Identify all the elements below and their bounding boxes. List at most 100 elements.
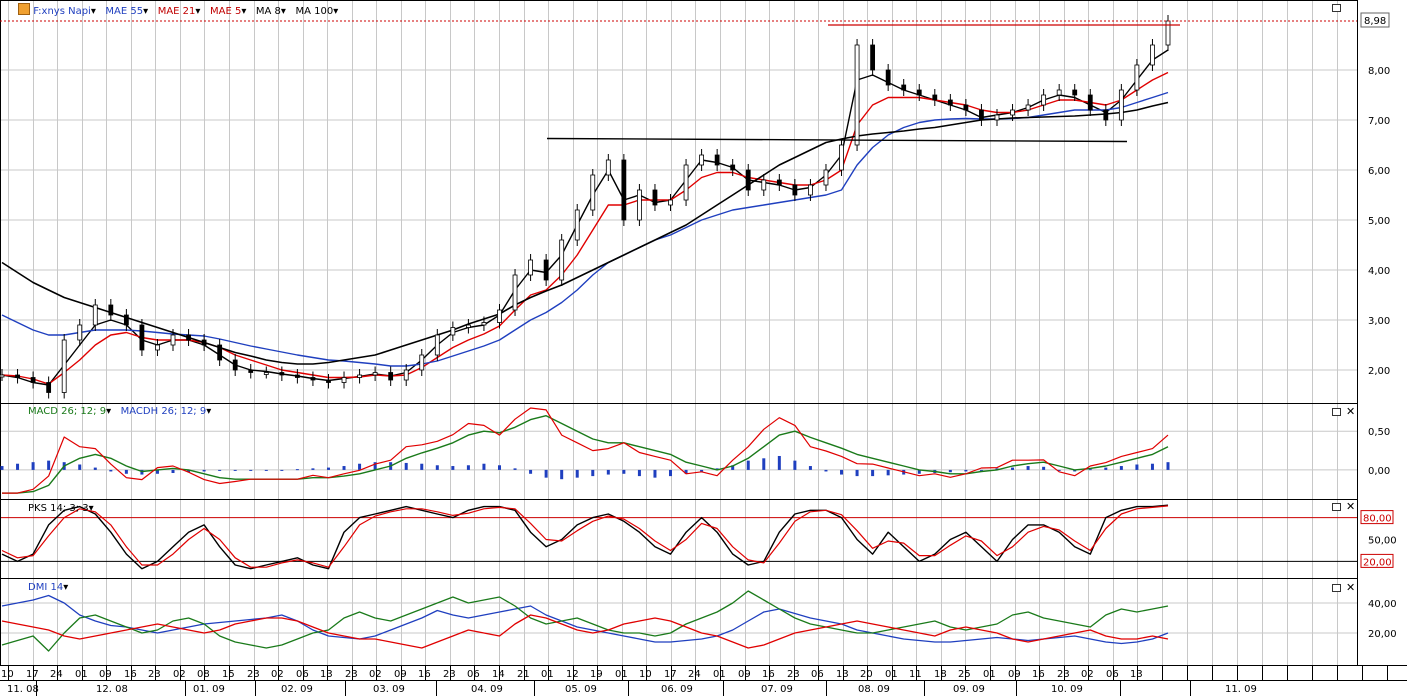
macdh-bar (1088, 469, 1092, 471)
x-month-label: 03. 09 (373, 684, 405, 695)
candle-body (1041, 94, 1047, 106)
macdh-bar (31, 462, 35, 470)
candle-body (1118, 89, 1124, 121)
macdh-bar (295, 469, 299, 471)
macdh-bar (47, 460, 51, 470)
macd-close-icon[interactable]: ✕ (1346, 405, 1356, 418)
x-month-label: 12. 08 (96, 684, 128, 695)
macdh-bar (948, 469, 952, 473)
candle-body (419, 354, 425, 371)
candle-body (108, 304, 114, 316)
macdh-bar (280, 469, 284, 471)
candle-body (403, 369, 409, 381)
series-ma-100 (1, 101, 1169, 365)
legend-mae55[interactable]: MAE 55 (105, 6, 144, 17)
x-day-label: 10 (639, 669, 652, 680)
legend-symbol-marker[interactable]: ▾ (90, 6, 96, 17)
pks-maximize-button[interactable] (1332, 503, 1341, 511)
macd-maximize-button[interactable] (1332, 408, 1341, 416)
candle-body (1056, 89, 1062, 96)
candle-body (932, 94, 938, 101)
x-day-label: 09 (394, 669, 407, 680)
candle-body (481, 322, 487, 326)
candle-body (543, 259, 549, 281)
dmi-close-icon[interactable]: ✕ (1346, 581, 1356, 594)
legend-macdh[interactable]: MACDH 26; 12; 9 (120, 406, 207, 417)
candle-body (994, 114, 1000, 121)
candle-body (201, 339, 207, 346)
legend-ma100[interactable]: MA 100 (295, 6, 334, 17)
x-month-label: 04. 09 (471, 684, 503, 695)
candle-body (683, 164, 689, 201)
macdh-bar (1011, 467, 1015, 470)
candle-body (668, 199, 673, 206)
macdh-bar (1135, 464, 1139, 470)
x-day-label: 06 (467, 669, 480, 680)
legend-dmi-marker[interactable]: ▾ (63, 582, 69, 593)
candle-body (434, 334, 440, 356)
price-maximize-button[interactable] (1332, 4, 1341, 12)
x-day-label: 06 (811, 669, 824, 680)
legend-dmi[interactable]: DMI 14 (28, 582, 64, 593)
x-month-label: 09. 09 (953, 684, 985, 695)
x-day-label: 02 (1081, 669, 1094, 680)
macdh-bar (560, 469, 564, 480)
x-day-label: 21 (517, 669, 530, 680)
macdh-bar (482, 463, 486, 470)
candle-body (123, 314, 129, 326)
macdh-bar (886, 469, 890, 476)
series-ma-8 (1, 49, 1169, 386)
candle-body (1025, 104, 1031, 111)
macdh-bar (420, 463, 424, 470)
x-day-label: 02 (271, 669, 284, 680)
candle-body (963, 104, 969, 111)
macdh-bar (979, 469, 983, 471)
legend-mae21[interactable]: MAE 21 (157, 6, 196, 17)
macdh-bar (497, 465, 501, 470)
legend-macd[interactable]: MACD 26; 12; 9 (28, 406, 107, 417)
candle-body (357, 374, 362, 378)
macd-tick-label: 0,00 (1368, 466, 1390, 477)
pks-close-icon[interactable]: ✕ (1346, 500, 1356, 513)
candle-body (1072, 89, 1078, 96)
x-day-label: 14 (492, 669, 505, 680)
candle-body (745, 169, 751, 191)
macdh-bar (0, 466, 4, 470)
x-day-label: 15 (222, 669, 235, 680)
legend-ma8-marker[interactable]: ▾ (280, 6, 286, 17)
macdh-bar (606, 469, 610, 475)
legend-pks-marker[interactable]: ▾ (88, 503, 94, 514)
legend-mae5[interactable]: MAE 5 (209, 6, 242, 17)
x-month-label: 11. 08 (7, 684, 39, 695)
candle-body (528, 259, 533, 276)
legend-mae5-marker[interactable]: ▾ (241, 6, 247, 17)
legend-mae55-marker[interactable]: ▾ (143, 6, 149, 17)
macdh-bar (653, 469, 657, 478)
dmi-tick-label: 20,00 (1368, 629, 1397, 640)
candle-body (947, 99, 953, 106)
macdh-bar (326, 467, 330, 470)
candle-body (885, 69, 891, 86)
price-legend-icon[interactable] (18, 3, 30, 15)
x-day-label: 12 (566, 669, 579, 680)
legend-ma8[interactable]: MA 8 (255, 6, 281, 17)
legend-pks[interactable]: PKS 14; 3; 3 (28, 503, 89, 514)
candle-body (854, 44, 860, 146)
macdh-bar (466, 465, 470, 470)
macdh-bar (140, 469, 144, 475)
legend-macd-marker[interactable]: ▾ (106, 406, 112, 417)
candle-body (263, 372, 269, 375)
candle-body (15, 374, 20, 378)
dmi-maximize-button[interactable] (1332, 584, 1341, 592)
candle-body (605, 159, 611, 176)
macdh-bar (715, 468, 719, 470)
legend-ma100-marker[interactable]: ▾ (333, 6, 339, 17)
legend-macdh-marker[interactable]: ▾ (206, 406, 212, 417)
legend-symbol[interactable]: F:xnys Napi (33, 6, 91, 17)
candle-body (450, 327, 456, 336)
x-day-label: 24 (688, 669, 701, 680)
price-tick-label: 8,00 (1368, 66, 1390, 77)
macdh-bar (964, 469, 968, 472)
macdh-bar (358, 463, 362, 470)
legend-mae21-marker[interactable]: ▾ (195, 6, 201, 17)
